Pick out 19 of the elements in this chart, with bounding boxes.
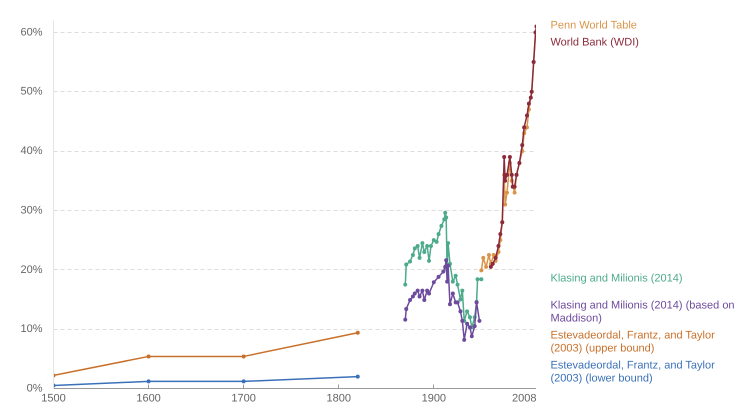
series-label: World Bank (WDI) <box>550 36 639 48</box>
text: Estevadeordal, Frantz, and Taylor (2003) (upper bound) <box>550 330 716 354</box>
y-tick-label: 60% <box>20 26 43 38</box>
text: Estevadeordal, Frantz, and Taylor (2003) (lower bound) <box>550 360 716 384</box>
text: Klasing and Milionis (2014) <box>550 272 683 284</box>
y-tick-label: 30% <box>20 204 43 216</box>
series-label: Penn World Table <box>550 19 637 32</box>
x-tick-label: 1500 <box>41 392 66 404</box>
y-tick-label: 20% <box>20 264 43 276</box>
text: Klasing and Milionis (2014) (based on Maddison) <box>550 300 735 324</box>
x-tick-label: 2008 <box>512 392 537 404</box>
y-tick-label: 50% <box>20 86 43 98</box>
x-tick-label: 1800 <box>326 392 351 404</box>
x-tick-label: 1700 <box>231 392 256 404</box>
y-tick-label: 10% <box>20 323 43 336</box>
x-tick-label: 1600 <box>136 392 161 404</box>
x-tick-label: 1900 <box>422 392 446 404</box>
y-tick-label: 0% <box>26 382 43 394</box>
y-tick-label: 40% <box>20 145 43 158</box>
